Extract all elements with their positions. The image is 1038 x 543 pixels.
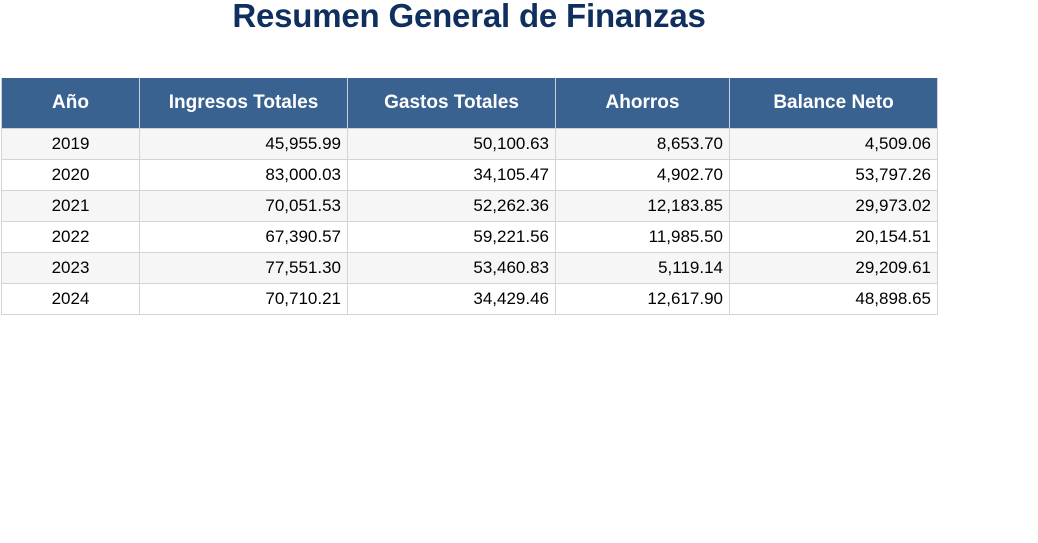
cell-year[interactable]: 2022	[1, 221, 140, 253]
header-net-balance[interactable]: Balance Neto	[729, 78, 938, 129]
cell-savings[interactable]: 12,617.90	[555, 283, 730, 315]
finance-table: Año Ingresos Totales Gastos Totales Ahor…	[1, 78, 938, 315]
cell-year[interactable]: 2021	[1, 190, 140, 222]
cell-savings[interactable]: 4,902.70	[555, 159, 730, 191]
table-row: 2020 83,000.03 34,105.47 4,902.70 53,797…	[1, 159, 938, 191]
cell-savings[interactable]: 11,985.50	[555, 221, 730, 253]
cell-expenses[interactable]: 34,105.47	[347, 159, 556, 191]
cell-net-balance[interactable]: 48,898.65	[729, 283, 938, 315]
cell-year[interactable]: 2020	[1, 159, 140, 191]
table-row: 2019 45,955.99 50,100.63 8,653.70 4,509.…	[1, 128, 938, 160]
cell-expenses[interactable]: 50,100.63	[347, 128, 556, 160]
table-row: 2024 70,710.21 34,429.46 12,617.90 48,89…	[1, 283, 938, 315]
cell-year[interactable]: 2019	[1, 128, 140, 160]
cell-income[interactable]: 45,955.99	[139, 128, 348, 160]
cell-net-balance[interactable]: 20,154.51	[729, 221, 938, 253]
cell-income[interactable]: 83,000.03	[139, 159, 348, 191]
cell-expenses[interactable]: 59,221.56	[347, 221, 556, 253]
cell-income[interactable]: 67,390.57	[139, 221, 348, 253]
cell-income[interactable]: 77,551.30	[139, 252, 348, 284]
header-row: Año Ingresos Totales Gastos Totales Ahor…	[1, 78, 938, 129]
cell-expenses[interactable]: 34,429.46	[347, 283, 556, 315]
cell-year[interactable]: 2023	[1, 252, 140, 284]
cell-savings[interactable]: 12,183.85	[555, 190, 730, 222]
cell-income[interactable]: 70,051.53	[139, 190, 348, 222]
cell-net-balance[interactable]: 29,209.61	[729, 252, 938, 284]
page-title: Resumen General de Finanzas	[232, 0, 706, 34]
cell-net-balance[interactable]: 53,797.26	[729, 159, 938, 191]
cell-income[interactable]: 70,710.21	[139, 283, 348, 315]
cell-net-balance[interactable]: 4,509.06	[729, 128, 938, 160]
cell-savings[interactable]: 8,653.70	[555, 128, 730, 160]
header-year[interactable]: Año	[1, 78, 140, 129]
table-row: 2022 67,390.57 59,221.56 11,985.50 20,15…	[1, 221, 938, 253]
cell-expenses[interactable]: 53,460.83	[347, 252, 556, 284]
cell-expenses[interactable]: 52,262.36	[347, 190, 556, 222]
cell-savings[interactable]: 5,119.14	[555, 252, 730, 284]
table-row: 2023 77,551.30 53,460.83 5,119.14 29,209…	[1, 252, 938, 284]
header-savings[interactable]: Ahorros	[555, 78, 730, 129]
table-row: 2021 70,051.53 52,262.36 12,183.85 29,97…	[1, 190, 938, 222]
cell-year[interactable]: 2024	[1, 283, 140, 315]
header-expenses[interactable]: Gastos Totales	[347, 78, 556, 129]
header-income[interactable]: Ingresos Totales	[139, 78, 348, 129]
cell-net-balance[interactable]: 29,973.02	[729, 190, 938, 222]
